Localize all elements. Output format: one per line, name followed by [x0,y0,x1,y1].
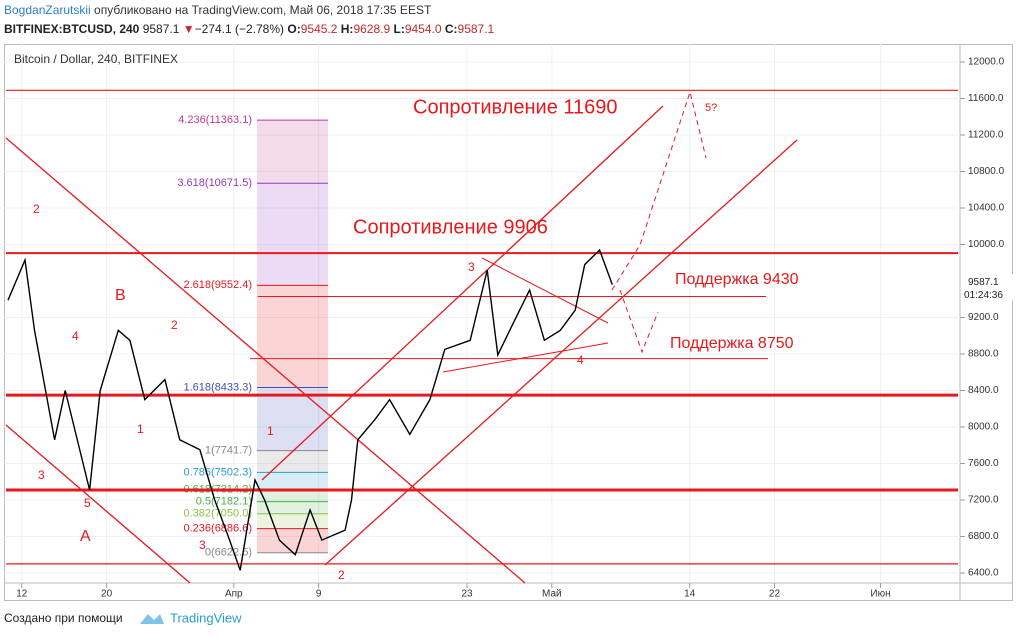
last: 9587.1 [143,22,180,36]
y-tick-label: 11600.0 [968,93,1004,104]
fib-band [257,285,328,388]
fib-label: 3.618(10671.5) [177,177,252,189]
change: −274.1 (−2.78%) [195,22,284,36]
fib-label: 0.382(7050.0) [184,508,253,520]
header-line: BogdanZarutskii опубликовано на TradingV… [4,3,432,17]
fib-label: 0.5(7182.1) [196,496,252,508]
fib-band [257,387,328,451]
y-tick-label: 7600.0 [968,458,999,469]
y-tick-label: 10000.0 [968,239,1005,250]
symbol-line: BITFINEX:BTCUSD, 240 9587.1 ▼−274.1 (−2.… [4,22,495,36]
countdown: 01:24:36 [964,290,1003,301]
fib-label: 0.236(6886.6) [184,523,253,535]
frame [4,44,1013,601]
tv-logo [140,614,164,624]
annotation: Поддержка 9430 [675,271,799,288]
l-label: L: [393,22,404,36]
fib-band [257,183,328,286]
author: BogdanZarutskii [4,3,91,17]
x-tick-label: 14 [684,589,696,600]
annotation: 4 [72,329,79,343]
annotation: 3 [38,468,45,482]
x-tick-label: Апр [225,589,243,600]
last-price-box [961,274,1013,301]
annotation: 4 [577,353,584,367]
price-line [7,248,613,571]
projection [611,90,707,291]
c: 9587.1 [458,22,495,36]
annotation: 3 [199,538,206,552]
fib-label: 0.786(7502.3) [184,466,253,478]
fib-band [257,450,328,473]
annotation: A [80,528,91,545]
x-tick-label: 9 [316,589,322,600]
fib-label: 0(6622.5) [205,547,252,559]
annotation: Сопротивление 9906 [353,216,548,238]
fib-label: 4.236(11363.1) [178,114,252,126]
o-label: O: [287,22,300,36]
y-tick-label: 10400.0 [968,203,1005,214]
fib-label: 1.618(8433.3) [184,381,253,393]
annotation: Сопротивление 11690 [413,96,618,118]
trend-line [5,137,526,584]
annotation: 1 [137,422,144,436]
fib-band [257,489,328,502]
annotation: 2 [33,202,40,216]
y-tick-label: 9200.0 [968,312,999,323]
c-label: C: [445,22,458,36]
y-tick-label: 12000.0 [968,57,1005,68]
annotation: 1 [267,424,274,438]
fib-band [257,513,328,529]
y-tick-label: 8800.0 [968,349,999,360]
x-tick-label: 12 [16,589,28,600]
annotation: Поддержка 8750 [670,335,794,352]
annotation: 5 [84,496,91,510]
published: опубликовано на TradingView.com, Май 06,… [91,3,432,17]
x-tick-label: 23 [461,589,473,600]
l: 9454.0 [405,22,442,36]
x-tick-label: 20 [101,589,113,600]
h: 9628.9 [353,22,390,36]
x-tick-label: Май [542,589,562,600]
last-price: 9587.1 [968,277,999,288]
down-arrow: ▼ [179,22,194,36]
annotation: 2 [338,568,345,582]
chart-title: Bitcoin / Dollar, 240, BITFINEX [14,52,178,66]
fib-label: 2.618(9552.4) [184,279,253,291]
annotation: B [115,287,126,304]
footer-text: Создано при помощи [4,611,123,625]
channel-line [324,139,798,566]
fib-band [257,472,328,490]
y-tick-label: 8400.0 [968,385,999,396]
trend-line [5,424,191,584]
projection [619,289,659,354]
triangle-line [442,342,609,373]
annotation: 5? [705,102,717,114]
symbol: BITFINEX:BTCUSD, 240 [4,22,140,36]
h-label: H: [341,22,354,36]
y-tick-label: 7200.0 [968,495,999,506]
triangle-line [481,257,609,324]
y-tick-label: 10800.0 [968,166,1005,177]
y-tick-label: 6800.0 [968,531,999,542]
footer-brand: TradingView [170,610,242,625]
annotation: 3 [468,260,475,274]
fib-band [257,120,328,184]
fib-band [257,528,328,553]
y-tick-label: 8000.0 [968,422,999,433]
o: 9545.2 [301,22,338,36]
fib-label: 1(7741.7) [205,444,252,456]
channel-line [261,105,664,481]
annotation: 2 [171,318,178,332]
x-tick-label: 22 [769,589,781,600]
y-tick-label: 6400.0 [968,568,999,579]
y-tick-label: 11200.0 [968,130,1004,141]
x-tick-label: Июн [870,589,890,600]
